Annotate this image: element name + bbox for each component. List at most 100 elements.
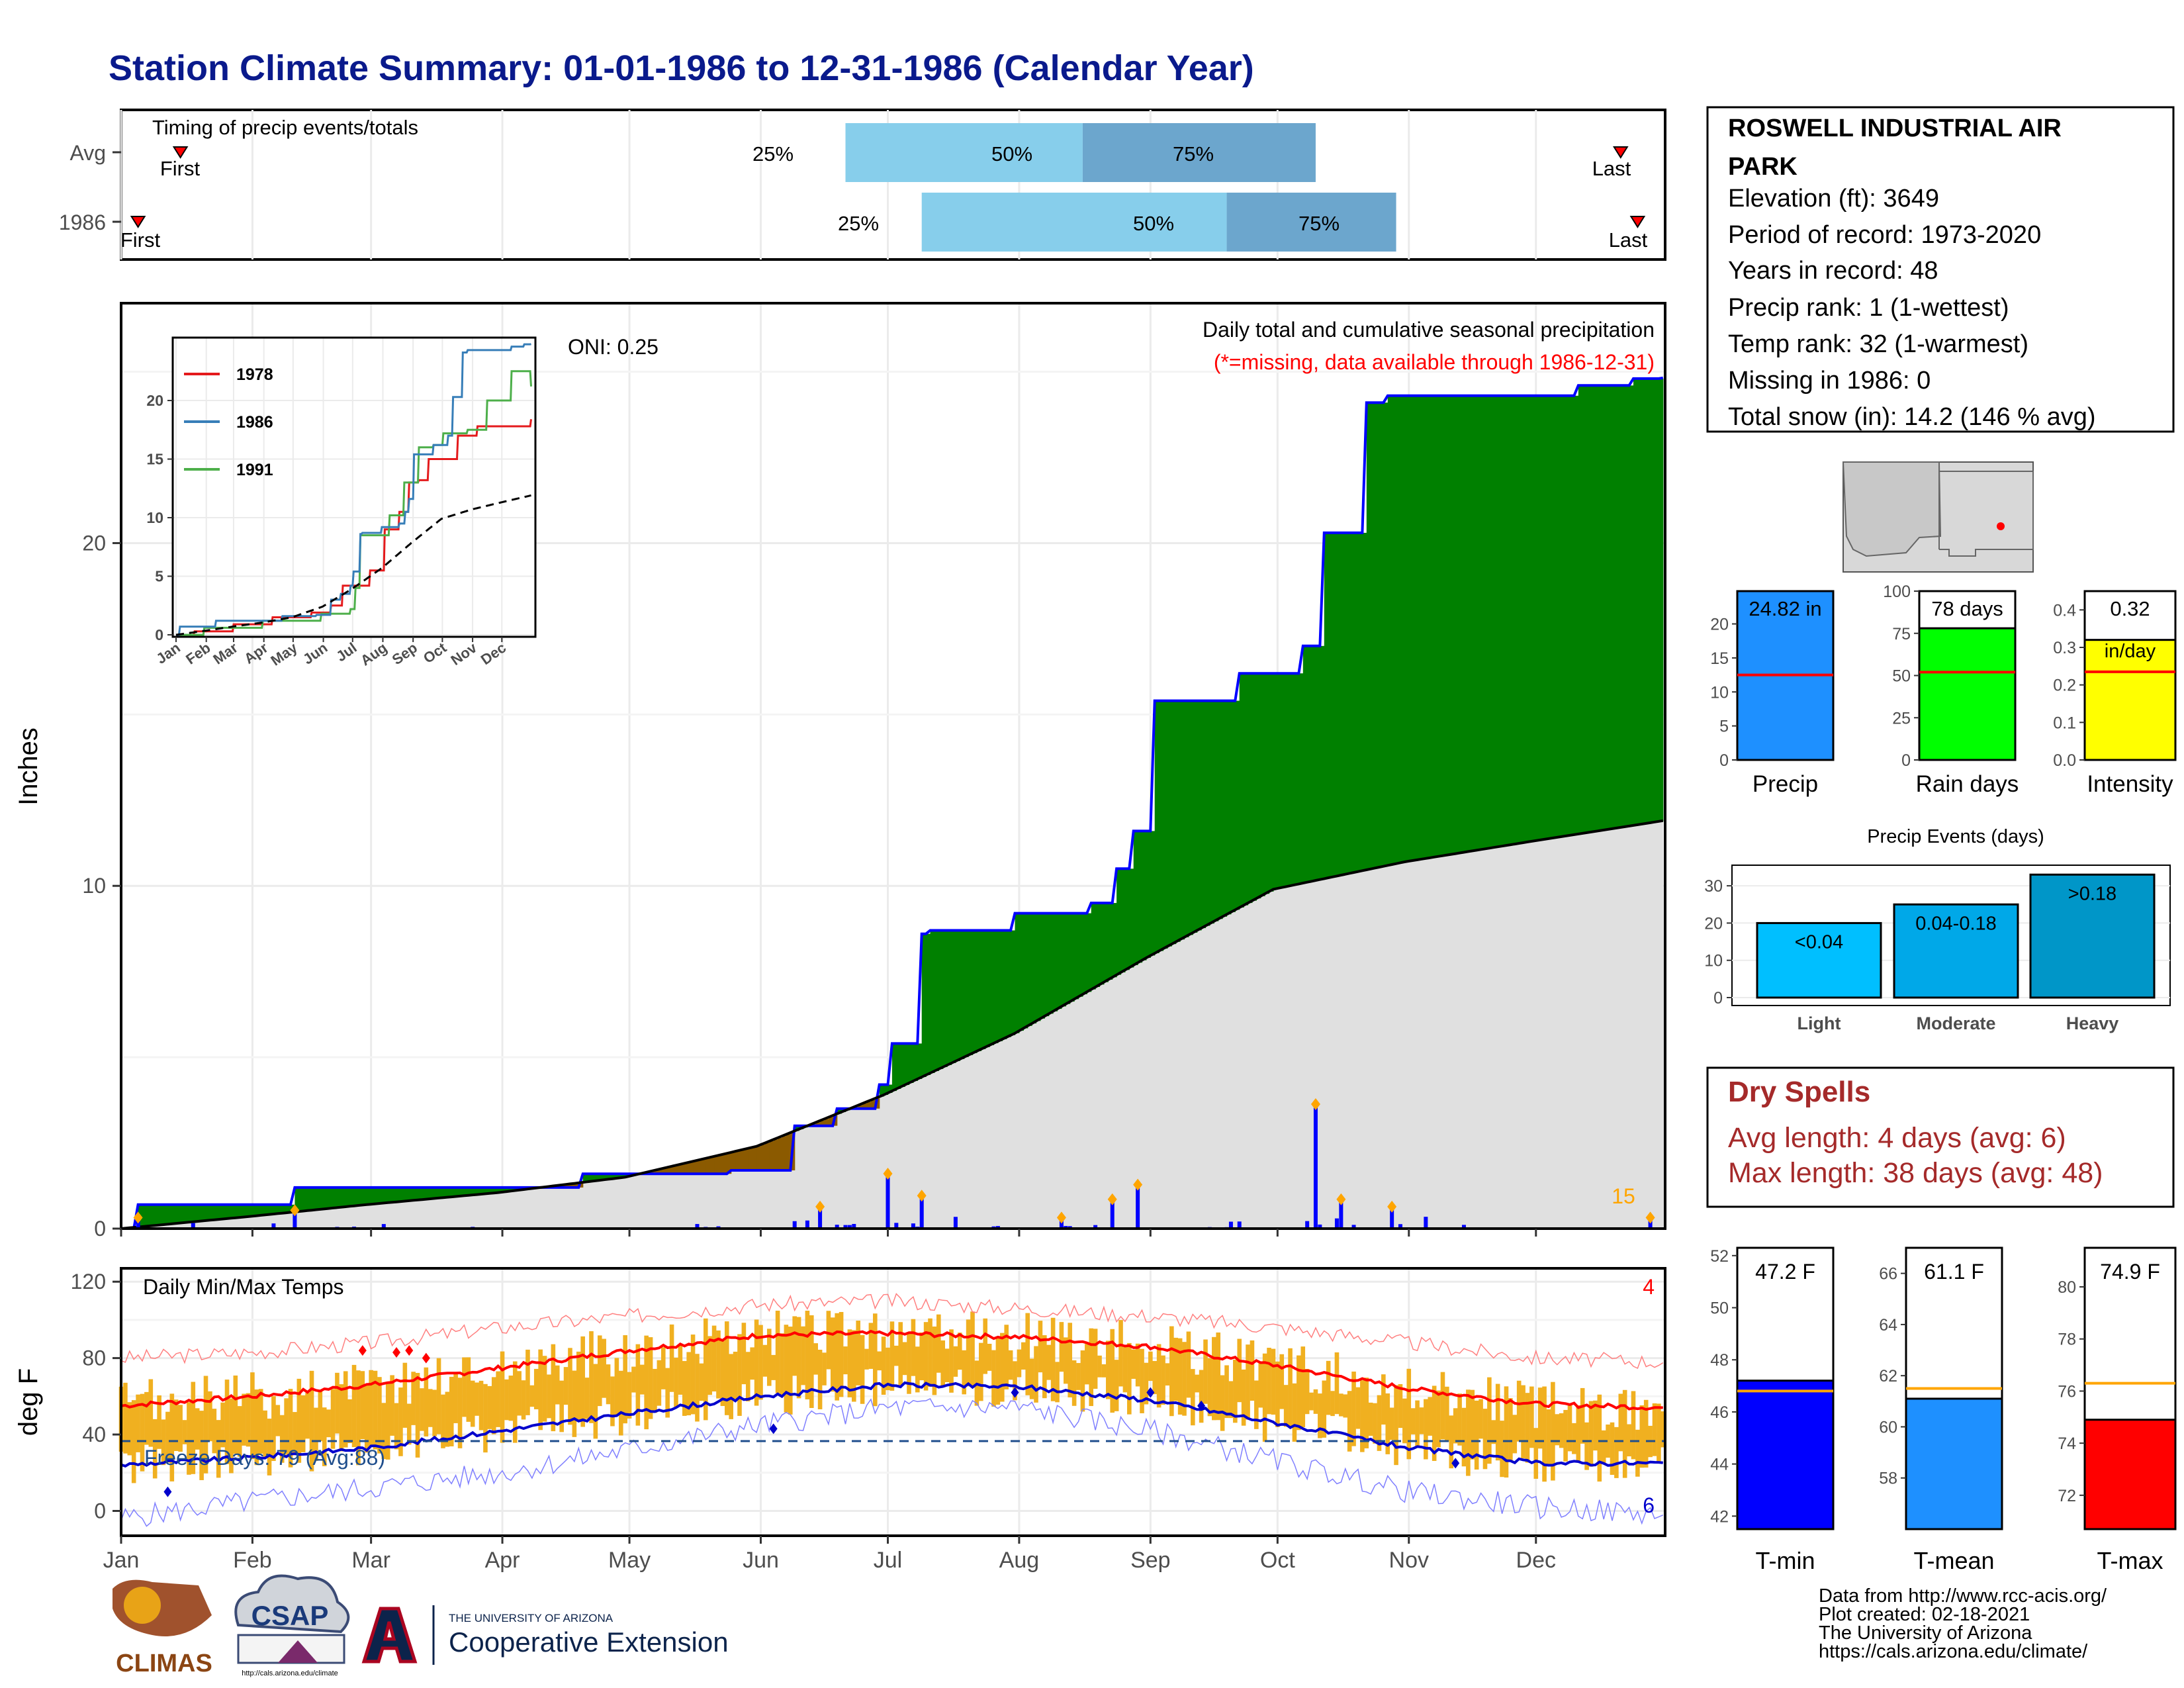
daily-temp-bar [517, 1371, 522, 1416]
daily-temp-bar [496, 1371, 500, 1427]
daily-temp-bar [623, 1335, 627, 1424]
daily-temp-bar [1576, 1405, 1581, 1462]
daily-temp-bar [919, 1332, 925, 1381]
daily-temp-bar [576, 1351, 581, 1421]
daily-temp-bar [1551, 1382, 1555, 1481]
daily-temp-bar [212, 1409, 217, 1454]
precip-diff-day [201, 1204, 206, 1221]
daily-temp-bar [1394, 1385, 1398, 1466]
timing-bar-q2-1986 [1226, 193, 1396, 252]
daily-temp-bar [614, 1358, 619, 1415]
daily-temp-bar [279, 1415, 285, 1463]
daily-temp-bar [915, 1346, 920, 1393]
daily-temp-bar [1516, 1380, 1522, 1442]
precip-diff-day [1637, 378, 1643, 825]
daily-temp-bar [161, 1419, 166, 1466]
daily-temp-bar [1537, 1387, 1543, 1449]
precip-diff-day [189, 1204, 194, 1223]
month-label: Jun [743, 1548, 779, 1573]
precip-diff-day [1091, 903, 1096, 990]
precip-diff-day [676, 1165, 681, 1174]
precip-diff-day [1184, 700, 1189, 937]
daily-temp-bar [314, 1407, 318, 1461]
daily-temp-bar [1195, 1374, 1200, 1393]
daily-temp-bar [144, 1391, 149, 1445]
max-daily-label: 15 [1612, 1184, 1635, 1208]
summary-value-0: 24.82 in [1749, 597, 1821, 620]
daily-temp-bar [1224, 1365, 1229, 1419]
events-bar-moderate [1893, 903, 2019, 999]
daily-temp-bar [377, 1377, 382, 1454]
precip-diff-day [383, 1187, 388, 1203]
daily-temp-bar [657, 1360, 662, 1406]
daily-precip-bar [381, 1224, 386, 1229]
daily-temp-bar [766, 1329, 772, 1386]
daily-precip-bar [894, 1223, 899, 1229]
daily-temp-bar [635, 1344, 641, 1426]
timing-bar-q2-Avg [1082, 123, 1316, 182]
month-label: Oct [1260, 1548, 1295, 1573]
dry-spells-avg: Avg length: 4 days (avg: 6) [1728, 1122, 2066, 1154]
precip-diff-day [167, 1204, 173, 1225]
precip-diff-day [312, 1187, 316, 1211]
daily-temp-bar [296, 1378, 302, 1463]
precip-diff-day [1027, 913, 1032, 1026]
precip-diff-day [1265, 673, 1270, 894]
daily-temp-bar [1034, 1346, 1038, 1403]
precip-diff-day [1387, 395, 1392, 866]
temp-summary-ytick-label: 76 [2058, 1382, 2076, 1401]
daily-temp-bar [979, 1342, 983, 1401]
precip-diff-day [1324, 532, 1329, 879]
daily-temp-bar [602, 1338, 606, 1398]
precip-diff-day [900, 1043, 905, 1087]
precip-diff-day [1464, 395, 1469, 853]
daily-precip-bar [792, 1221, 797, 1229]
daily-temp-bar [1368, 1402, 1373, 1436]
daily-temp-bar [462, 1357, 467, 1417]
precip-diff-day [951, 930, 956, 1063]
precip-diff-day [1302, 645, 1308, 884]
daily-temp-bar [288, 1389, 293, 1468]
precip-diff-day [473, 1187, 478, 1196]
precip-diff-day [1591, 385, 1596, 832]
daily-precip-bar [852, 1223, 856, 1229]
record-temp-marker [1451, 1458, 1460, 1469]
summary-ytick-label: 10 [1710, 683, 1729, 702]
precip-diff-day [887, 1084, 893, 1093]
precip-diff-day [1472, 395, 1477, 851]
station-snow: Total snow (in): 14.2 (146 % avg) [1728, 403, 2096, 431]
daily-temp-bar [1436, 1390, 1441, 1448]
precip-diff-day [1353, 532, 1359, 872]
daily-temp-bar [555, 1365, 560, 1405]
precip-diff-day [1480, 395, 1486, 850]
daily-temp-bar [1643, 1399, 1649, 1468]
precip-diff-day [968, 930, 974, 1055]
heavy-event-marker [883, 1168, 893, 1180]
precip-note: (*=missing, data available through 1986-… [1214, 350, 1655, 374]
temp-summary-ytick-label: 58 [1879, 1470, 1897, 1488]
precip-diff-day [485, 1187, 490, 1194]
precip-diff-day [1612, 385, 1617, 829]
precip-diff-day [227, 1204, 232, 1219]
precip-diff-day [256, 1204, 261, 1216]
daily-temp-bar [293, 1412, 297, 1456]
daily-temp-bar [627, 1372, 632, 1419]
daily-temp-bar [1101, 1364, 1107, 1378]
precip-diff-day [663, 1168, 668, 1174]
precip-diff-day [1337, 532, 1342, 876]
daily-temp-bar [1622, 1389, 1627, 1478]
events-bar-heavy [2029, 873, 2156, 999]
heavy-event-marker [1107, 1193, 1117, 1205]
credit-university: The University of Arizona [1819, 1622, 2032, 1644]
daily-temp-bar [1250, 1340, 1255, 1401]
daily-temp-bar [809, 1315, 814, 1408]
timing-marker-Avg-first_doy [172, 146, 189, 159]
precip-diff-day [1443, 395, 1447, 856]
daily-temp-bar [1453, 1408, 1458, 1444]
daily-temp-bar [1487, 1377, 1492, 1464]
daily-temp-bar [1635, 1429, 1640, 1477]
temp-summary-ytick-label: 46 [1710, 1403, 1729, 1422]
y1986-p50-label: 50% [1133, 212, 1174, 235]
precip-diff-day [1222, 700, 1228, 917]
precip-diff-day [1260, 673, 1265, 896]
